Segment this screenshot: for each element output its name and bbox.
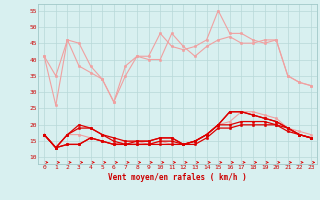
X-axis label: Vent moyen/en rafales ( km/h ): Vent moyen/en rafales ( km/h ) xyxy=(108,173,247,182)
